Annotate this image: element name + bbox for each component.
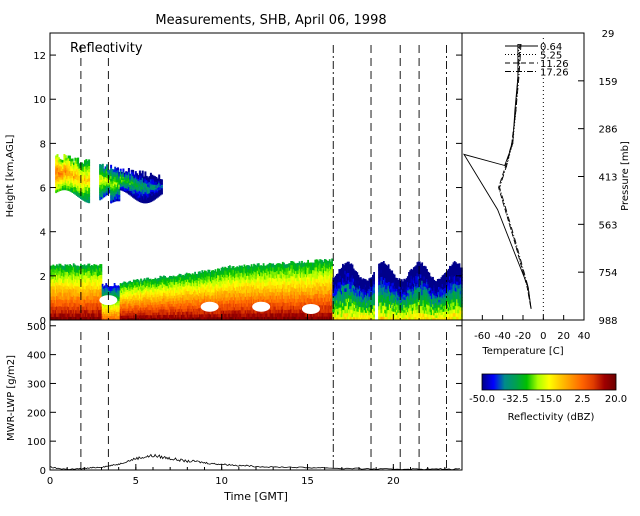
colorbar-tick-label: -32.5 — [503, 394, 529, 405]
temperature-tick-label: -20 — [515, 331, 531, 342]
temperature-axis-label: Temperature [C] — [481, 346, 563, 357]
pressure-tick-label: 413 — [598, 173, 617, 184]
colorbar-gradient — [482, 374, 616, 390]
lwp-panel: 0 100 200 300 400 500 0 5 10 15 20 MWR-LWP [g/m2]… — [6, 314, 462, 503]
pressure-tick-label: 563 — [598, 220, 617, 231]
temperature-series — [464, 44, 531, 309]
height-tick-label: 12 — [33, 51, 46, 62]
temperature-line — [500, 44, 531, 309]
lwp-frame — [50, 320, 462, 470]
colorbar-ticks: -50.0 -32.5 -15.0 2.5 20.0 — [469, 394, 627, 405]
figure-title: Measurements, SHB, April 06, 1998 — [155, 13, 386, 28]
lwp-axis-label: MWR-LWP [g/m2] — [6, 355, 17, 441]
colorbar-label: Reflectivity (dBZ) — [508, 412, 595, 423]
pressure-tick-label: 29 — [602, 29, 615, 40]
time-axis-label: Time [GMT] — [223, 490, 288, 503]
lwp-yticks: 0 100 200 300 400 500 — [27, 322, 462, 477]
height-tick-label: 4 — [40, 228, 46, 239]
lwp-series — [50, 455, 460, 470]
colorbar-tick-label: -15.0 — [536, 394, 562, 405]
lwp-vertical-markers — [81, 332, 447, 470]
temperature-tick-label: 20 — [557, 331, 570, 342]
pressure-axis-label: Pressure [mb] — [620, 141, 631, 211]
height-tick-label: 6 — [40, 184, 46, 195]
temperature-tick-label: 0 — [540, 331, 546, 342]
colorbar-tick-label: 20.0 — [605, 394, 627, 405]
height-tick-label: 2 — [40, 272, 46, 283]
time-tick-label: 5 — [133, 476, 139, 487]
lwp-tick-label: 500 — [27, 322, 46, 333]
time-tick-label: 20 — [387, 476, 400, 487]
height-tick-label: 8 — [40, 139, 46, 150]
colorbar-tick-label: -50.0 — [469, 394, 495, 405]
lwp-line — [50, 455, 460, 470]
colorbar-tick-label: 2.5 — [575, 394, 591, 405]
lwp-tick-label: 100 — [27, 437, 46, 448]
colorbar: -50.0 -32.5 -15.0 2.5 20.0 Reflectivity (dBZ… — [469, 374, 627, 423]
temperature-tick-label: -40 — [494, 331, 510, 342]
time-tick-label: 0 — [47, 476, 53, 487]
pressure-tick-label: 159 — [598, 77, 617, 88]
temperature-tick-label: 40 — [578, 331, 591, 342]
lwp-tick-label: 0 — [40, 466, 46, 477]
lwp-tick-label: 200 — [27, 408, 46, 419]
lwp-tick-label: 400 — [27, 351, 46, 362]
time-tick-label: 10 — [215, 476, 228, 487]
height-axis-label: Height [km,AGL] — [5, 135, 16, 218]
pressure-tick-label: 988 — [598, 316, 617, 327]
reflectivity-data — [50, 154, 463, 320]
temperature-xticks: -60 -40 -20 0 20 40 — [474, 315, 590, 342]
height-tick-label: 10 — [33, 95, 46, 106]
legend-label: 17.26 — [540, 68, 569, 79]
lwp-xticks: 0 5 10 15 20 — [47, 314, 462, 487]
pressure-tick-label: 754 — [598, 268, 617, 279]
time-tick-label: 15 — [301, 476, 314, 487]
pressure-tick-label: 286 — [598, 125, 617, 136]
lwp-tick-label: 300 — [27, 379, 46, 390]
temperature-tick-label: -60 — [474, 331, 490, 342]
temperature-line — [464, 44, 531, 309]
